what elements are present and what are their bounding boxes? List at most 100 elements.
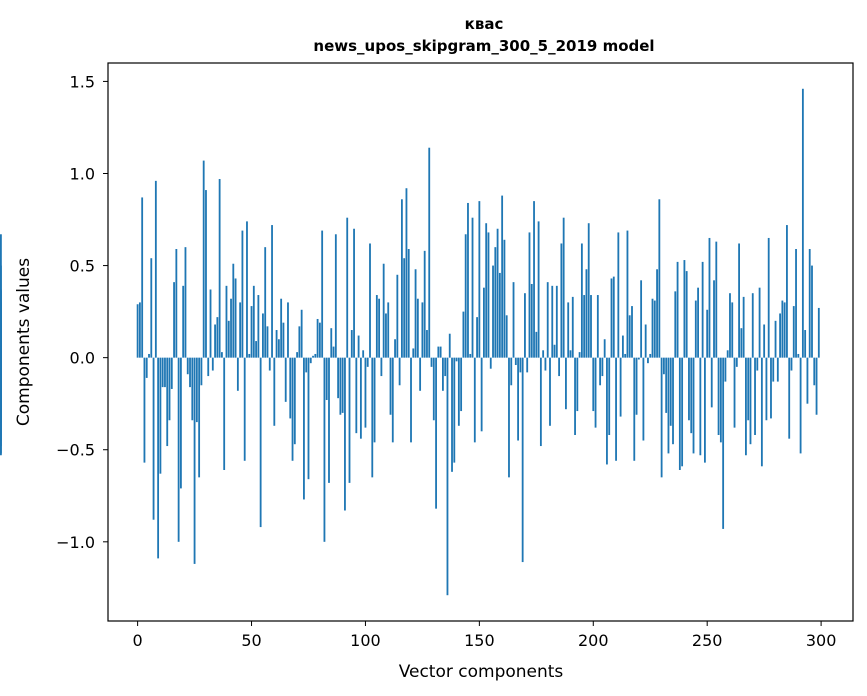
bar (455, 357, 458, 362)
bar (451, 357, 453, 472)
bar (590, 295, 592, 358)
bar (280, 298, 283, 358)
bar (446, 357, 449, 596)
bar (587, 223, 590, 358)
bar (407, 249, 410, 358)
bar (539, 357, 542, 447)
y-axis-label: Components values (14, 258, 34, 426)
bar (779, 313, 781, 358)
bar (751, 293, 754, 358)
bar (706, 309, 709, 358)
bar (350, 330, 353, 358)
bar (223, 357, 226, 470)
bar (414, 269, 417, 358)
bar (763, 324, 766, 358)
bar (724, 357, 727, 382)
bar (489, 357, 492, 369)
bar (166, 357, 169, 447)
bar (781, 300, 784, 358)
bar (610, 278, 613, 358)
bar (776, 357, 779, 382)
bar (191, 357, 194, 421)
bar (221, 352, 223, 358)
bar (337, 357, 340, 399)
bar (528, 232, 531, 358)
bar (767, 237, 770, 358)
bar (419, 357, 422, 391)
bar (612, 276, 615, 358)
bar (715, 241, 718, 358)
bar (676, 261, 679, 358)
bar (637, 357, 640, 360)
bar (772, 357, 775, 382)
bar (749, 357, 752, 445)
bar (357, 335, 360, 358)
bar (467, 202, 469, 358)
bar (0, 357, 2, 423)
bar (400, 199, 403, 358)
y-axis-ticks: −1.0 −0.5 0.0 0.5 1.0 1.5 (56, 72, 108, 552)
bar (462, 311, 465, 358)
bar (501, 195, 504, 358)
bar (631, 306, 633, 358)
bar (738, 243, 740, 358)
bar (161, 357, 164, 388)
bar (230, 298, 232, 358)
bar (760, 357, 763, 467)
y-tick-label: 1.0 (70, 164, 95, 183)
bar (537, 221, 540, 358)
bar (797, 353, 800, 358)
bar (747, 357, 750, 421)
bar (596, 295, 599, 358)
bar (690, 357, 693, 434)
bar (373, 357, 376, 443)
bar (594, 357, 597, 428)
bar (574, 357, 576, 435)
bar (398, 357, 401, 386)
bar (264, 247, 267, 358)
bar (195, 357, 198, 423)
bar (275, 330, 278, 358)
bar (412, 348, 415, 358)
bar (526, 357, 529, 373)
bar (729, 293, 731, 358)
bar (332, 346, 335, 358)
bar (683, 260, 686, 358)
bar (391, 357, 394, 443)
bar (239, 302, 242, 358)
bar (389, 357, 392, 415)
bar (642, 357, 645, 441)
bar (346, 217, 349, 358)
bar (334, 234, 337, 358)
bar (583, 295, 586, 358)
chart-title: квас (465, 15, 504, 33)
bar (209, 289, 212, 358)
bar (601, 357, 604, 377)
bar (628, 315, 631, 358)
x-tick-label: 50 (241, 631, 261, 650)
bar (262, 313, 264, 358)
bar (801, 88, 804, 358)
bar (186, 357, 189, 375)
bar (542, 350, 545, 358)
bar (453, 357, 456, 463)
x-tick-label: 200 (578, 631, 609, 650)
bar (571, 296, 574, 358)
bar (480, 357, 483, 432)
bar (141, 197, 144, 358)
bar (143, 357, 146, 463)
bar (799, 357, 802, 454)
bar (667, 357, 670, 454)
bar (653, 300, 656, 358)
bar (544, 357, 547, 371)
bar (483, 287, 485, 358)
bar (469, 353, 472, 358)
bar (708, 237, 711, 358)
bar (624, 353, 627, 358)
bar (200, 357, 203, 386)
bar (569, 350, 572, 358)
bar (382, 263, 385, 358)
bar (309, 357, 312, 364)
bar (619, 357, 622, 417)
bar (722, 357, 725, 529)
